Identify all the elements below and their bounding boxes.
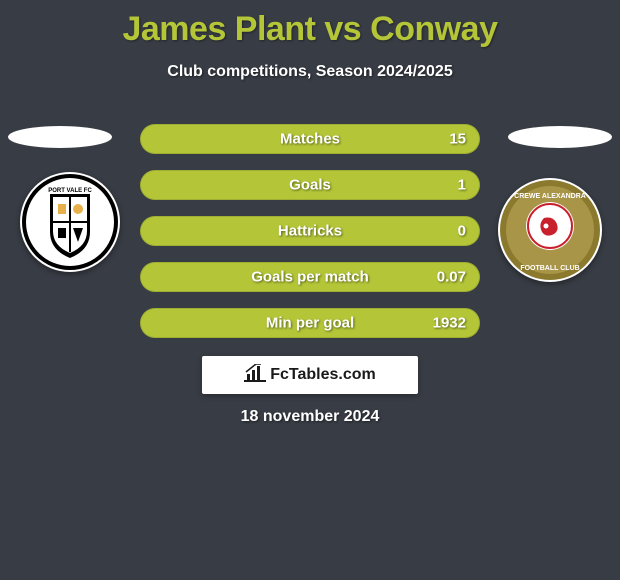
stat-label: Goals <box>289 177 331 194</box>
ellipse-left <box>8 126 112 148</box>
stat-row: Goals 1 <box>140 170 480 200</box>
stat-label: Goals per match <box>251 269 369 286</box>
chart-icon <box>244 364 266 387</box>
club-badge-left: PORT VALE FC <box>20 172 120 272</box>
stat-value: 15 <box>449 131 466 148</box>
svg-text:CREWE ALEXANDRA: CREWE ALEXANDRA <box>514 193 586 200</box>
club-badge-right: CREWE ALEXANDRA FOOTBALL CLUB <box>498 178 602 282</box>
page-title: James Plant vs Conway <box>0 0 620 49</box>
stat-row: Hattricks 0 <box>140 216 480 246</box>
footer-date: 18 november 2024 <box>0 408 620 426</box>
stat-label: Matches <box>280 131 340 148</box>
brand-card[interactable]: FcTables.com <box>202 356 418 394</box>
club-badge-left-art: PORT VALE FC <box>20 172 120 272</box>
stat-label: Hattricks <box>278 223 342 240</box>
svg-text:FOOTBALL CLUB: FOOTBALL CLUB <box>520 265 579 272</box>
stat-value: 0.07 <box>437 269 466 286</box>
stat-row: Goals per match 0.07 <box>140 262 480 292</box>
stat-value: 0 <box>458 223 466 240</box>
ellipse-right <box>508 126 612 148</box>
club-badge-right-art: CREWE ALEXANDRA FOOTBALL CLUB <box>498 178 602 282</box>
stat-row: Matches 15 <box>140 124 480 154</box>
stat-row: Min per goal 1932 <box>140 308 480 338</box>
page-subtitle: Club competitions, Season 2024/2025 <box>0 63 620 81</box>
stats-container: Matches 15 Goals 1 Hattricks 0 Goals per… <box>140 124 480 354</box>
svg-text:PORT VALE FC: PORT VALE FC <box>48 188 92 194</box>
stat-value: 1932 <box>433 315 466 332</box>
stat-value: 1 <box>458 177 466 194</box>
stat-label: Min per goal <box>266 315 354 332</box>
brand-text: FcTables.com <box>270 366 376 384</box>
